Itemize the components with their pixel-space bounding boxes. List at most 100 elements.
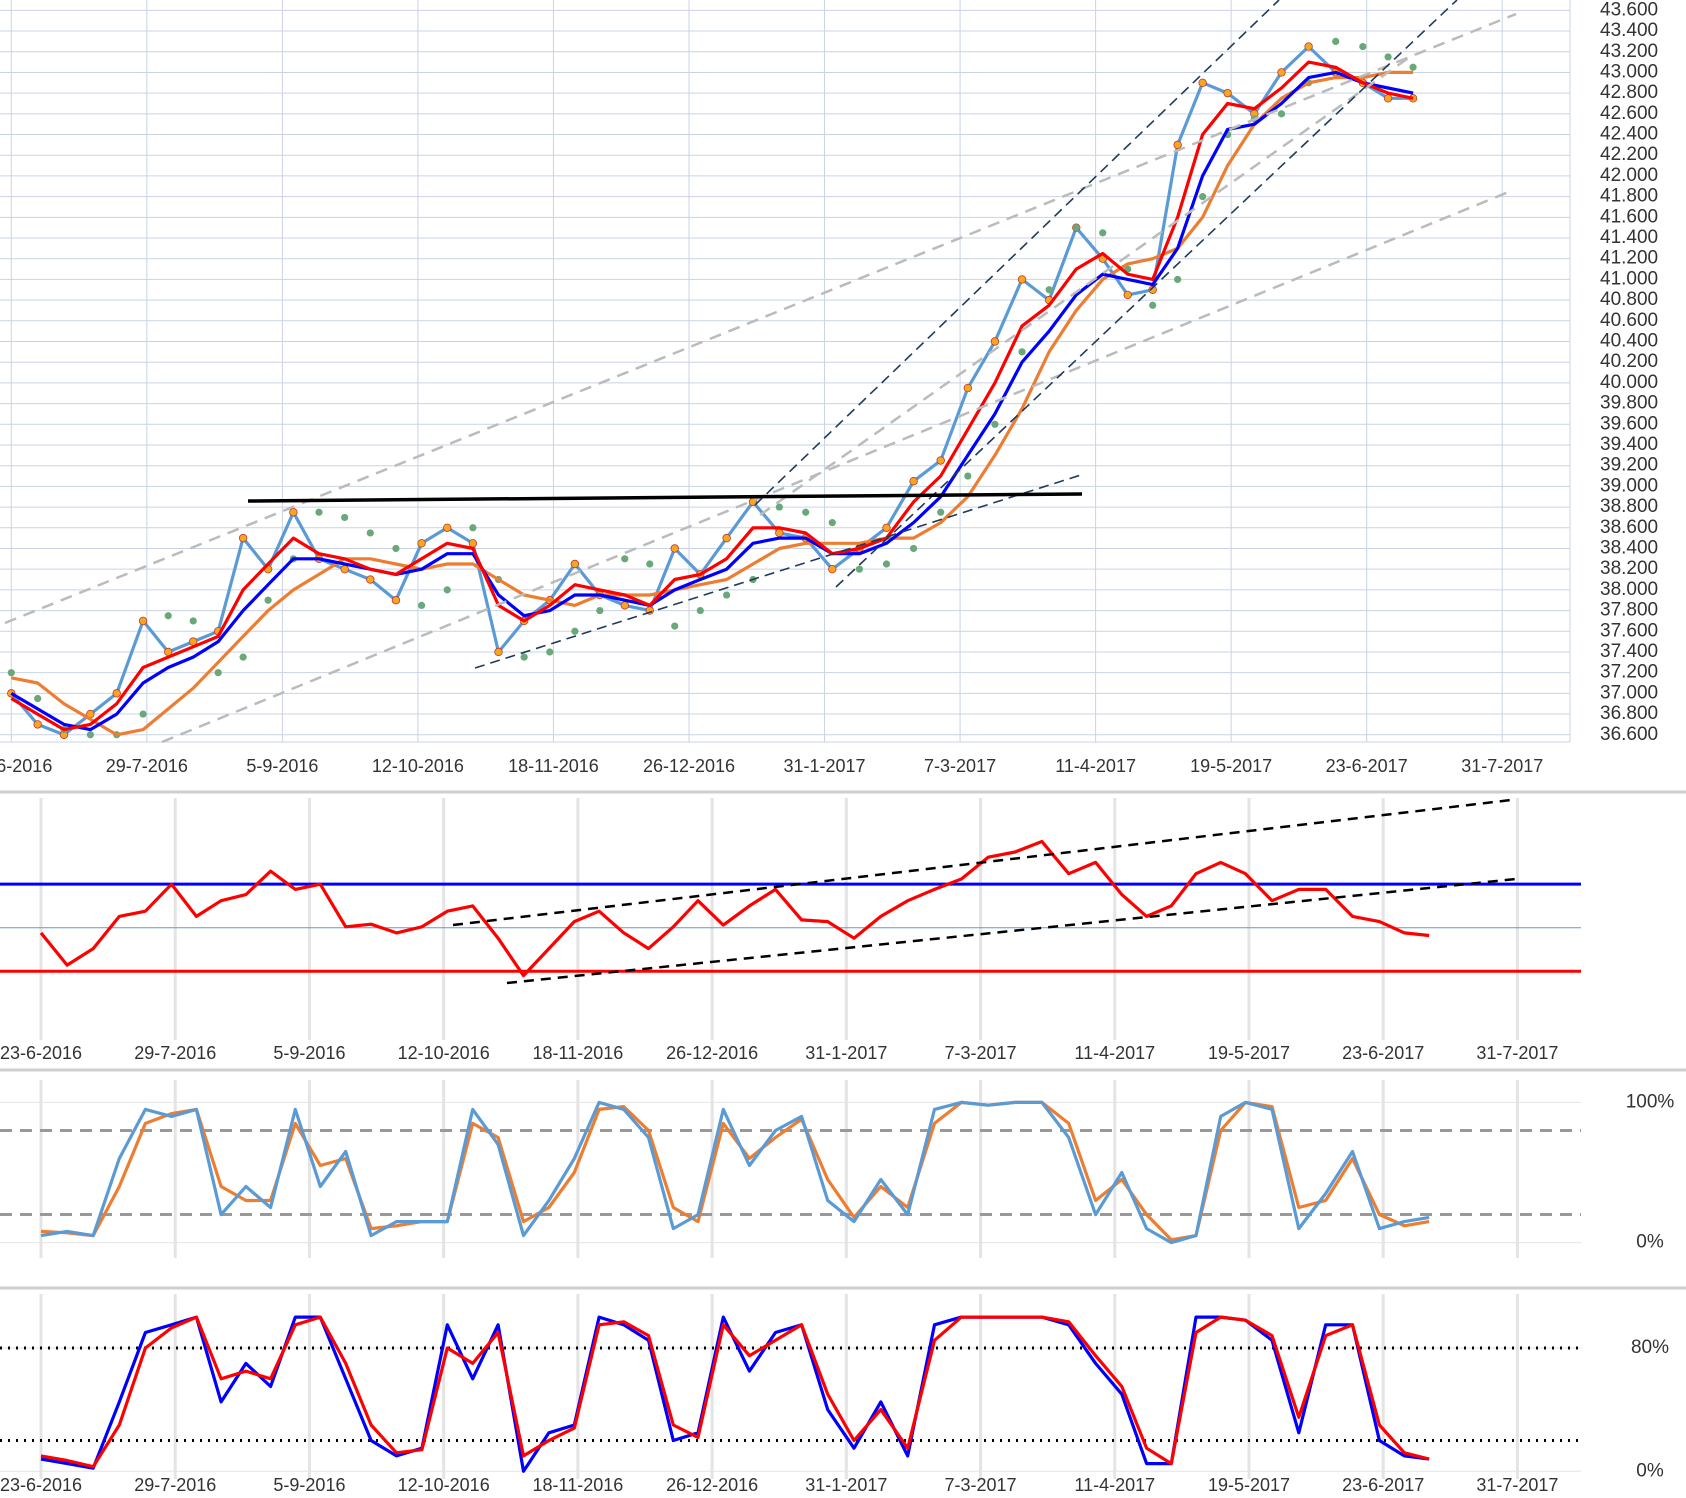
y-tick-label: 41.400 (1600, 227, 1658, 248)
sar-dot (1277, 110, 1286, 118)
x-tick-label: 5-9-2016 (273, 1475, 345, 1495)
sar-dot (910, 544, 918, 553)
trend-line (835, 0, 1458, 588)
x-tick-label: 11-4-2017 (1074, 1475, 1155, 1495)
price-marker (289, 508, 298, 517)
y-tick-label: 40.600 (1600, 310, 1658, 331)
x-tick-label: 31-1-2017 (805, 1043, 887, 1063)
price-marker (1223, 88, 1232, 98)
series-line (39, 839, 1430, 978)
y-tick-label: 39.400 (1600, 434, 1658, 455)
y-tick-label: 40.200 (1600, 351, 1658, 372)
sar-dot (1359, 42, 1367, 51)
y-tick-label: 41.200 (1600, 248, 1658, 269)
y-tick-label: 80% (1631, 1337, 1669, 1358)
x-tick-label: 23-6-2017 (1326, 756, 1408, 776)
sar-dot (1099, 229, 1107, 237)
price-marker (340, 564, 349, 574)
y-tick-label: 100% (1626, 1091, 1675, 1112)
trend-line (759, 52, 1415, 517)
x-tick-label: 31-1-2017 (805, 1475, 887, 1495)
sar-dot (1072, 224, 1080, 232)
y-tick-label: 39.000 (1600, 475, 1658, 496)
sar-dot (723, 591, 731, 599)
price-marker (775, 528, 784, 538)
sar-dot (546, 648, 554, 656)
price-marker (238, 533, 248, 543)
x-tick-label: 12-10-2016 (398, 1043, 490, 1063)
x-tick-label: 18-11-2016 (508, 756, 599, 776)
trend-line (452, 798, 1512, 927)
price-marker (828, 564, 837, 574)
y-tick-label: 42.400 (1600, 124, 1658, 145)
sar-dot (315, 508, 323, 516)
sar-dot (621, 555, 629, 563)
trend-line (161, 189, 1512, 744)
sar-dot (164, 612, 172, 620)
x-tick-label: 11-4-2017 (1074, 1043, 1155, 1063)
y-tick-label: 38.200 (1600, 558, 1658, 579)
trend-line (474, 473, 1085, 669)
price-marker (1304, 42, 1313, 51)
y-tick-label: 43.600 (1600, 0, 1658, 20)
price-marker (1277, 68, 1286, 77)
sar-dot (1149, 301, 1157, 309)
y-tick-label: 42.200 (1600, 144, 1658, 165)
x-tick-label: 26-12-2016 (643, 756, 735, 776)
price-marker (882, 523, 891, 532)
panel: 23-6-2016 29-7-2016 5-9-2016 12-10-2016 18-1… (0, 1294, 1669, 1495)
sar-dot (1018, 348, 1026, 356)
price-marker (391, 596, 401, 605)
y-tick-label: 39.600 (1600, 413, 1658, 434)
price-marker (112, 689, 121, 698)
x-tick-label: 29-7-2016 (134, 1475, 216, 1495)
x-tick-label: 12-10-2016 (372, 756, 464, 776)
y-tick-label: 40.000 (1600, 372, 1658, 393)
price-marker (1383, 94, 1393, 103)
panel: 23-6-2016 29-7-2016 5-9-2016 12-10-2016 18-1… (0, 798, 1581, 1063)
trend-line (754, 0, 1280, 506)
sar-dot (1045, 286, 1053, 294)
x-tick-label: 26-12-2016 (666, 1043, 758, 1063)
sar-dot (34, 694, 42, 703)
sar-dot (366, 529, 374, 537)
y-tick-label: 38.600 (1600, 517, 1658, 538)
panel: 23-6-2016 29-7-2016 5-9-2016 12-10-2016 18-1… (0, 0, 1658, 776)
sar-dot (802, 508, 810, 516)
sar-dot (1384, 53, 1392, 61)
price-marker (33, 720, 42, 729)
y-tick-label: 37.200 (1600, 662, 1658, 683)
series-line (10, 60, 1414, 732)
y-tick-label: 37.600 (1600, 620, 1658, 641)
sar-dot (392, 544, 400, 553)
y-tick-label: 37.000 (1600, 682, 1658, 703)
sar-dot (443, 586, 451, 594)
y-tick-label: 41.800 (1600, 186, 1658, 207)
sar-dot (214, 669, 222, 677)
price-marker (620, 601, 629, 610)
y-tick-label: 37.800 (1600, 600, 1658, 621)
price-marker (670, 544, 679, 553)
sar-dot (139, 710, 147, 718)
x-tick-label: 29-7-2016 (134, 1043, 216, 1063)
x-tick-label: 23-6-2016 (0, 1043, 82, 1063)
x-tick-label: 29-7-2016 (106, 756, 188, 776)
x-tick-label: 31-7-2017 (1476, 1475, 1558, 1495)
y-tick-label: 38.400 (1600, 537, 1658, 558)
y-tick-label: 39.200 (1600, 455, 1658, 476)
sar-dot (86, 731, 94, 739)
sar-dot (596, 606, 604, 615)
sar-dot (828, 519, 836, 527)
x-tick-label: 7-3-2017 (945, 1043, 1017, 1063)
sar-dot (264, 596, 272, 604)
sar-dot (341, 513, 349, 522)
x-tick-label: 7-3-2017 (924, 756, 996, 776)
sar-dot (189, 617, 197, 625)
price-marker (443, 523, 452, 532)
y-tick-label: 36.800 (1600, 703, 1658, 724)
price-marker (722, 533, 731, 543)
price-marker (909, 477, 918, 486)
